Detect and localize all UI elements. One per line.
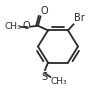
Text: CH₃: CH₃ — [4, 22, 21, 31]
Text: O: O — [41, 6, 49, 16]
Text: CH₃: CH₃ — [51, 77, 68, 86]
Text: Br: Br — [74, 13, 85, 23]
Text: S: S — [41, 72, 47, 82]
Text: O: O — [22, 21, 30, 32]
